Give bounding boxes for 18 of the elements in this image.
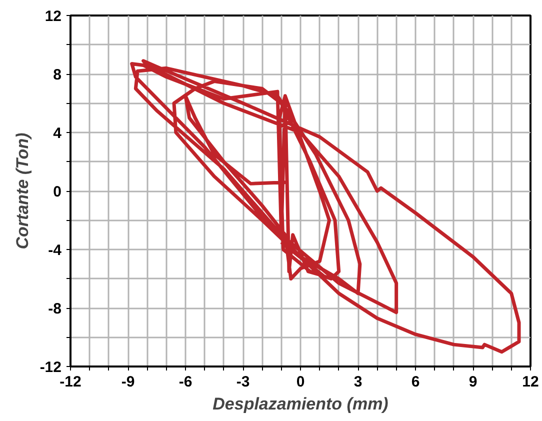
x-tick-label: 6	[411, 374, 420, 390]
y-tick-label: 12	[44, 8, 62, 25]
line-series	[130, 59, 521, 354]
y-tick-label: 4	[53, 125, 62, 142]
x-tick-label: 0	[296, 374, 305, 390]
x-tick-label: 12	[522, 374, 539, 390]
y-tick-label: -4	[48, 242, 62, 259]
y-tick-label: 8	[53, 66, 62, 84]
y-tick-label: 0	[53, 184, 62, 200]
y-tick-label: -8	[48, 300, 62, 318]
x-tick-label: -6	[178, 374, 192, 390]
x-tick-label: -3	[236, 374, 250, 390]
x-axis-title: Desplazamiento (mm)	[212, 394, 389, 414]
x-tick-label: 9	[468, 374, 478, 390]
x-tick-label: -9	[121, 374, 135, 390]
y-tick-label: -12	[40, 359, 62, 376]
y-axis-title: Cortante (Ton)	[12, 132, 32, 250]
x-tick-label: 3	[354, 374, 362, 390]
